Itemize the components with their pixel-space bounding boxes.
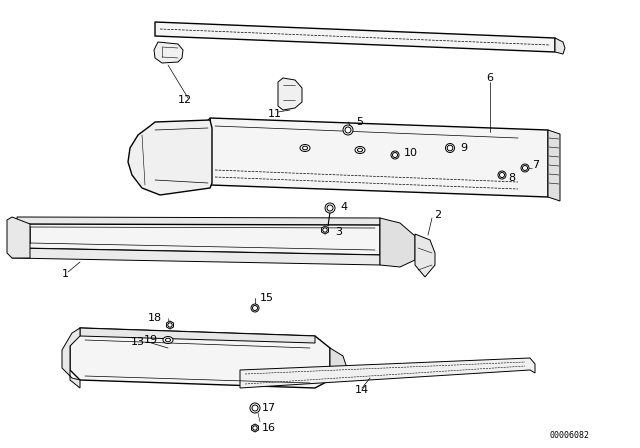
Ellipse shape: [355, 146, 365, 154]
Text: 15: 15: [260, 293, 274, 303]
Circle shape: [392, 152, 397, 158]
Text: 2: 2: [434, 210, 441, 220]
Polygon shape: [321, 226, 328, 234]
Circle shape: [252, 405, 258, 411]
Polygon shape: [548, 130, 560, 201]
Ellipse shape: [303, 146, 307, 150]
Polygon shape: [62, 328, 80, 388]
Circle shape: [522, 165, 527, 171]
Text: 9: 9: [460, 143, 467, 153]
Circle shape: [447, 145, 453, 151]
Polygon shape: [166, 321, 173, 329]
Circle shape: [325, 203, 335, 213]
Polygon shape: [128, 120, 212, 195]
Circle shape: [323, 228, 327, 232]
Circle shape: [327, 205, 333, 211]
Ellipse shape: [300, 145, 310, 151]
Text: 12: 12: [178, 95, 192, 105]
Circle shape: [391, 151, 399, 159]
Circle shape: [253, 426, 257, 430]
Circle shape: [345, 127, 351, 133]
Circle shape: [168, 323, 172, 327]
Polygon shape: [240, 358, 535, 388]
Ellipse shape: [163, 336, 173, 344]
Text: 00006082: 00006082: [550, 431, 590, 440]
Text: 14: 14: [355, 385, 369, 395]
Polygon shape: [12, 224, 380, 255]
Polygon shape: [17, 217, 380, 226]
Polygon shape: [252, 424, 259, 432]
Text: 1: 1: [61, 269, 68, 279]
Polygon shape: [80, 328, 315, 343]
Polygon shape: [380, 218, 415, 267]
Polygon shape: [555, 38, 565, 54]
Circle shape: [250, 403, 260, 413]
Circle shape: [343, 125, 353, 135]
Text: 10: 10: [404, 148, 418, 158]
Polygon shape: [202, 118, 210, 185]
Text: 13: 13: [131, 337, 145, 347]
Circle shape: [499, 172, 504, 177]
Polygon shape: [278, 78, 302, 110]
Text: 4: 4: [340, 202, 347, 212]
Ellipse shape: [166, 338, 170, 342]
Polygon shape: [155, 22, 555, 52]
Polygon shape: [7, 217, 30, 258]
Circle shape: [521, 164, 529, 172]
Circle shape: [498, 171, 506, 179]
Ellipse shape: [358, 148, 362, 152]
Polygon shape: [415, 234, 435, 277]
Text: 8: 8: [508, 173, 515, 183]
Text: 17: 17: [262, 403, 276, 413]
Text: 16: 16: [262, 423, 276, 433]
Text: 18: 18: [148, 313, 162, 323]
Text: 5: 5: [356, 117, 363, 127]
Text: 19: 19: [144, 335, 158, 345]
Polygon shape: [330, 348, 347, 380]
Circle shape: [253, 306, 257, 310]
Circle shape: [445, 143, 454, 152]
Polygon shape: [12, 248, 380, 265]
Polygon shape: [154, 42, 183, 63]
Polygon shape: [70, 328, 330, 388]
Text: 6: 6: [486, 73, 493, 83]
Text: 3: 3: [335, 227, 342, 237]
Circle shape: [251, 304, 259, 312]
Text: 7: 7: [532, 160, 539, 170]
Text: 11: 11: [268, 109, 282, 119]
Polygon shape: [210, 118, 548, 197]
